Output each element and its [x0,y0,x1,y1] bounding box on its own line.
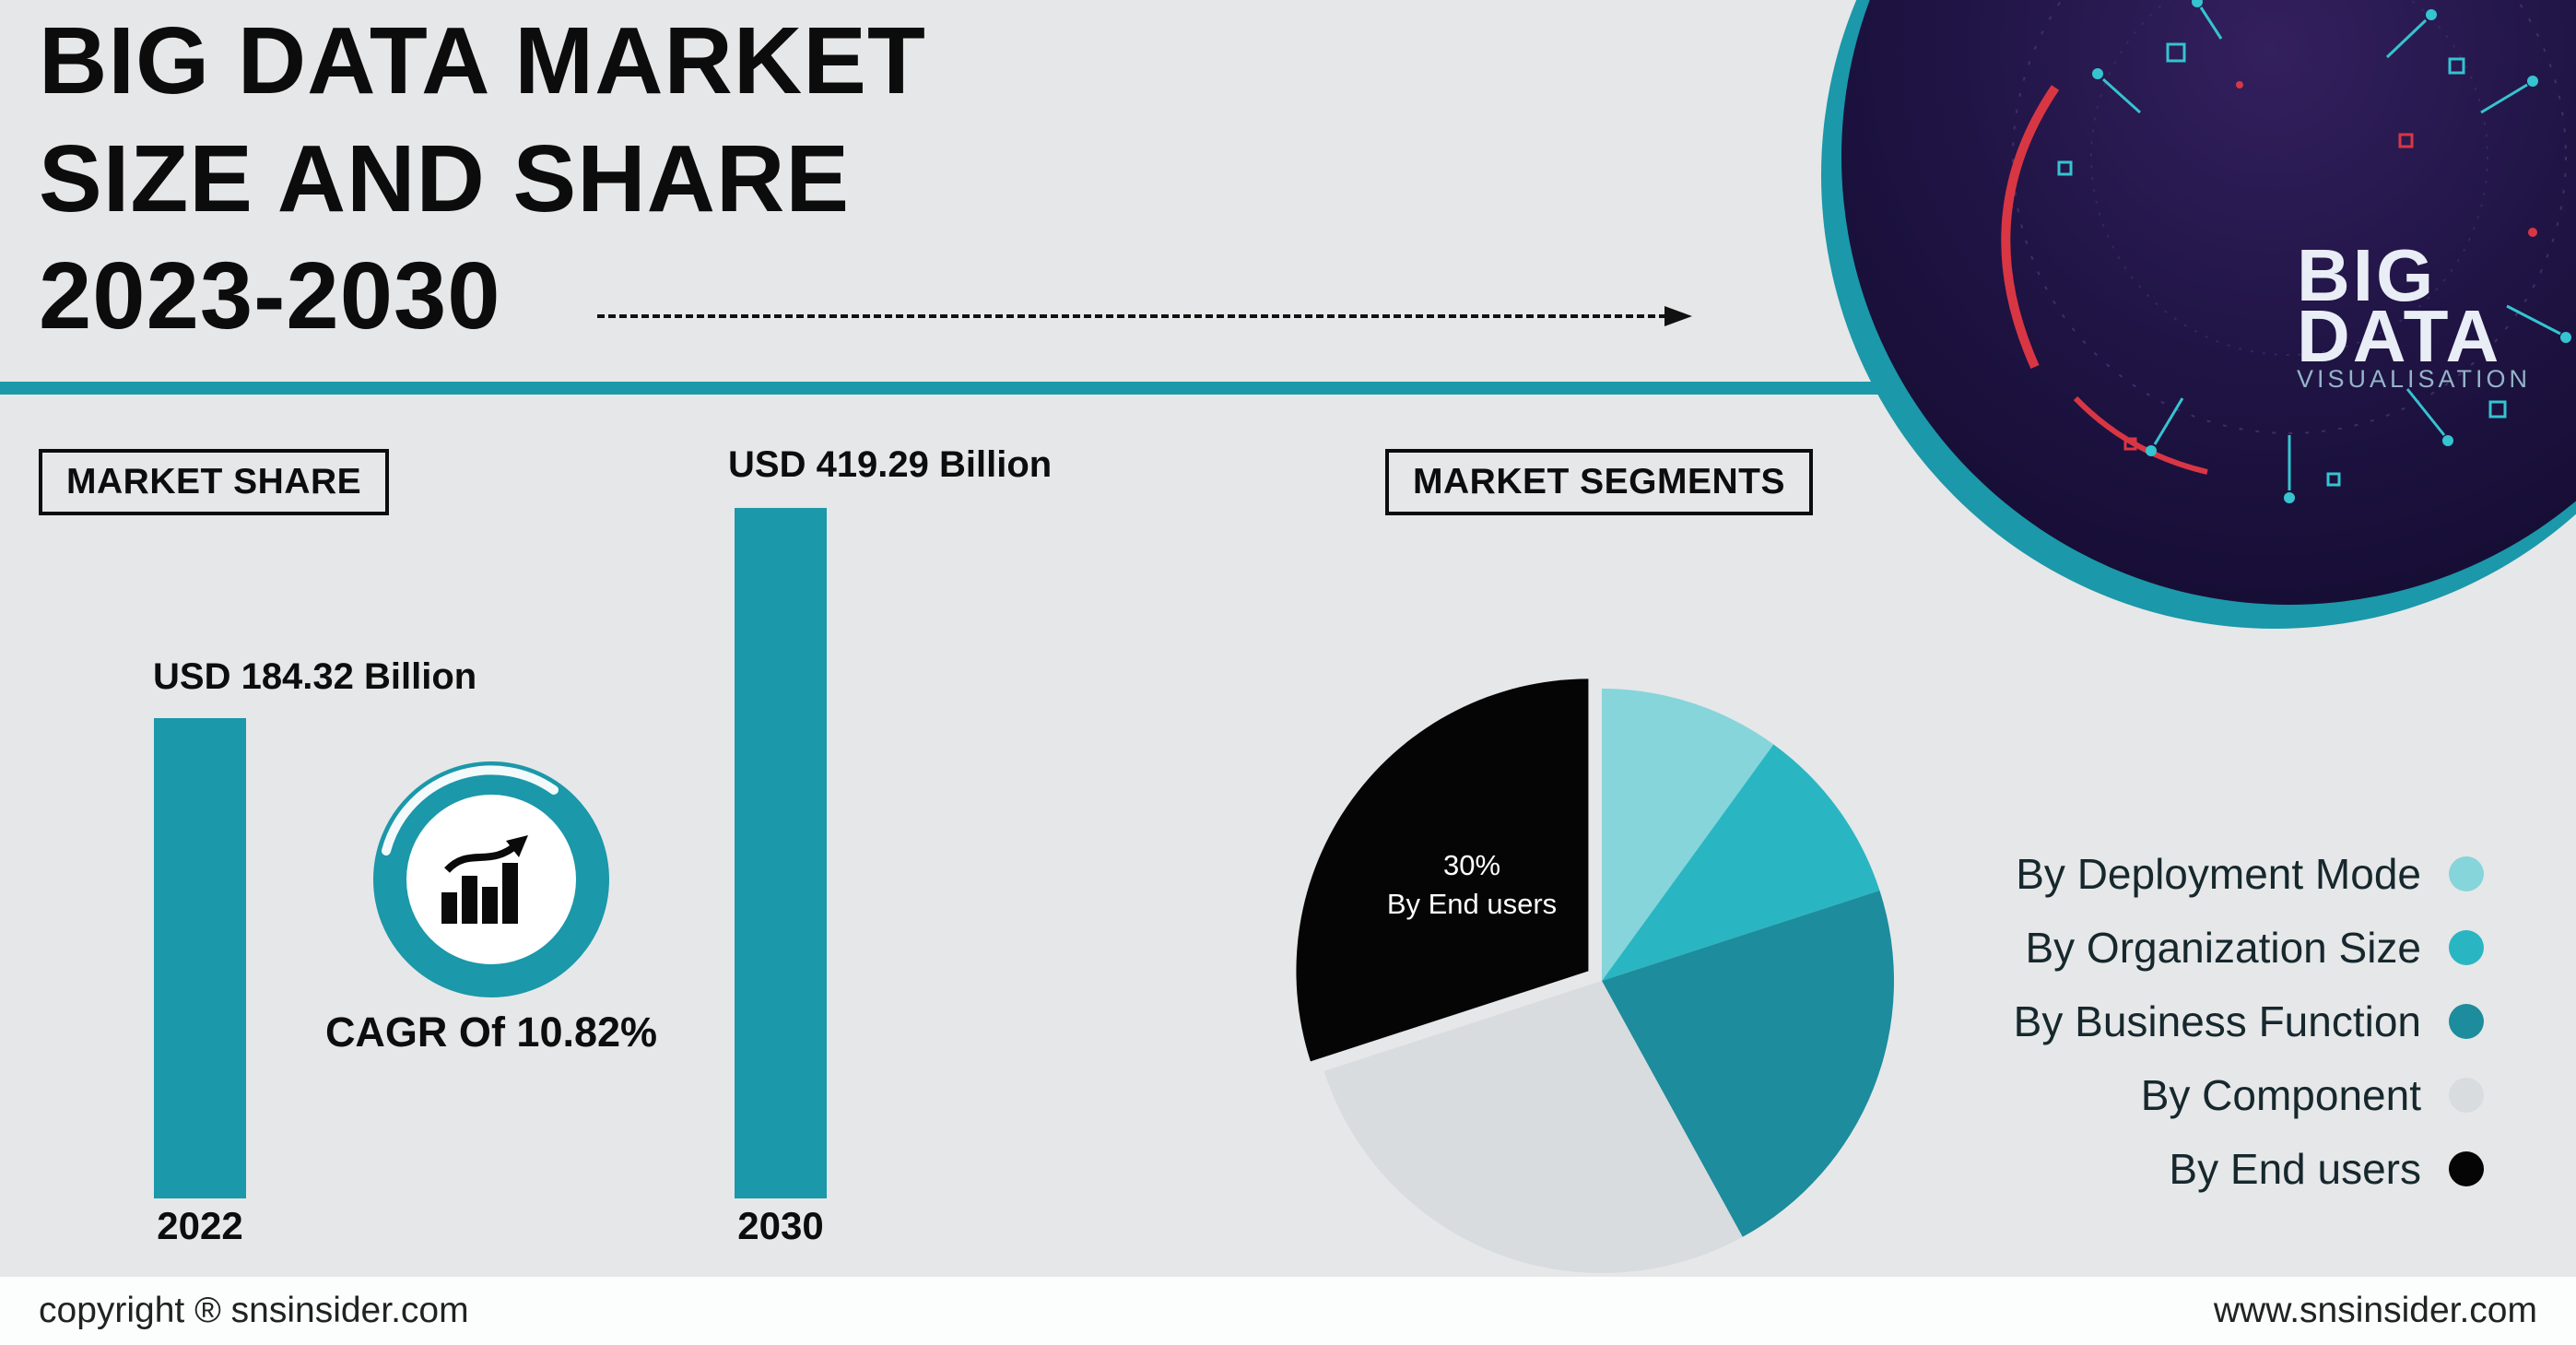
pie-slice-by-deployment-mode [1602,689,1774,981]
badge-title-big: BIG [2297,234,2436,316]
dashed-arrow [597,306,1692,326]
pie-callout-label: By End users [1386,887,1558,920]
pie-slice-by-business-function [1602,891,1894,1237]
footer: copyright ® snsinsider.com www.snsinside… [0,1277,2576,1345]
badge-title-data: DATA [2297,295,2501,377]
legend-item-end-users: By End users [2014,1132,2484,1206]
title-line-1: BIG DATA MARKET [39,7,926,113]
market-segments-pie [1296,678,1894,1273]
cagr-ring-highlight [382,765,559,855]
market-share-section-label: MARKET SHARE [39,449,390,515]
legend-dot-icon [2449,1004,2484,1039]
market-share-bar [735,508,827,1198]
legend-item-component: By Component [2014,1058,2484,1132]
big-data-visualisation-badge: BIG DATA VISUALISATION [1821,0,2576,629]
legend-dot-icon [2449,1151,2484,1186]
bar-value-label-2030: USD 419.29 Billion [728,444,1053,485]
legend-label: By End users [2169,1145,2421,1193]
legend-label: By Component [2140,1071,2421,1119]
pie-legend: By Deployment Mode By Organization Size … [2014,837,2484,1206]
bar-category-label-2030: 2030 [737,1204,824,1247]
copyright-text: copyright ® snsinsider.com [39,1291,469,1330]
growth-chart-icon [441,835,528,924]
legend-dot-icon [2449,856,2484,891]
badge-circuit-decoration [2001,0,2571,503]
legend-dot-icon [2449,930,2484,965]
pie-callout-percent: 30% [1442,849,1501,881]
pie-slice-by-component [1323,981,1743,1273]
legend-item-organization-size: By Organization Size [2014,911,2484,985]
legend-label: By Business Function [2013,997,2421,1045]
arrow-head-icon [1664,306,1692,326]
pie-callout: 30% By End users [1334,846,1610,924]
cagr-ring [373,761,609,997]
pie-slice-by-organization-size [1602,744,1880,981]
market-share-bar [154,718,246,1198]
title-line-3: 2023-2030 [39,242,501,349]
bar-category-label-2022: 2022 [157,1204,243,1247]
legend-dot-icon [2449,1078,2484,1113]
cagr-badge [373,761,609,997]
legend-item-business-function: By Business Function [2014,985,2484,1058]
website-url: www.snsinsider.com [2213,1291,2537,1330]
legend-item-deployment-mode: By Deployment Mode [2014,837,2484,911]
pie-slice-by-end-users [1296,678,1589,1062]
title-line-2: SIZE AND SHARE [39,124,851,231]
cagr-annotation: CAGR Of 10.82% [324,1009,658,1056]
legend-label: By Deployment Mode [2016,850,2421,898]
legend-label: By Organization Size [2025,924,2421,972]
market-segments-pie-wrap [1272,651,1932,1316]
bar-value-label-2022: USD 184.32 Billion [153,656,477,697]
badge-subtitle: VISUALISATION [2297,365,2531,393]
market-segments-section-label: MARKET SEGMENTS [1385,449,1814,515]
page-title: BIG DATA MARKET SIZE AND SHARE 2023-2030 [39,2,926,355]
